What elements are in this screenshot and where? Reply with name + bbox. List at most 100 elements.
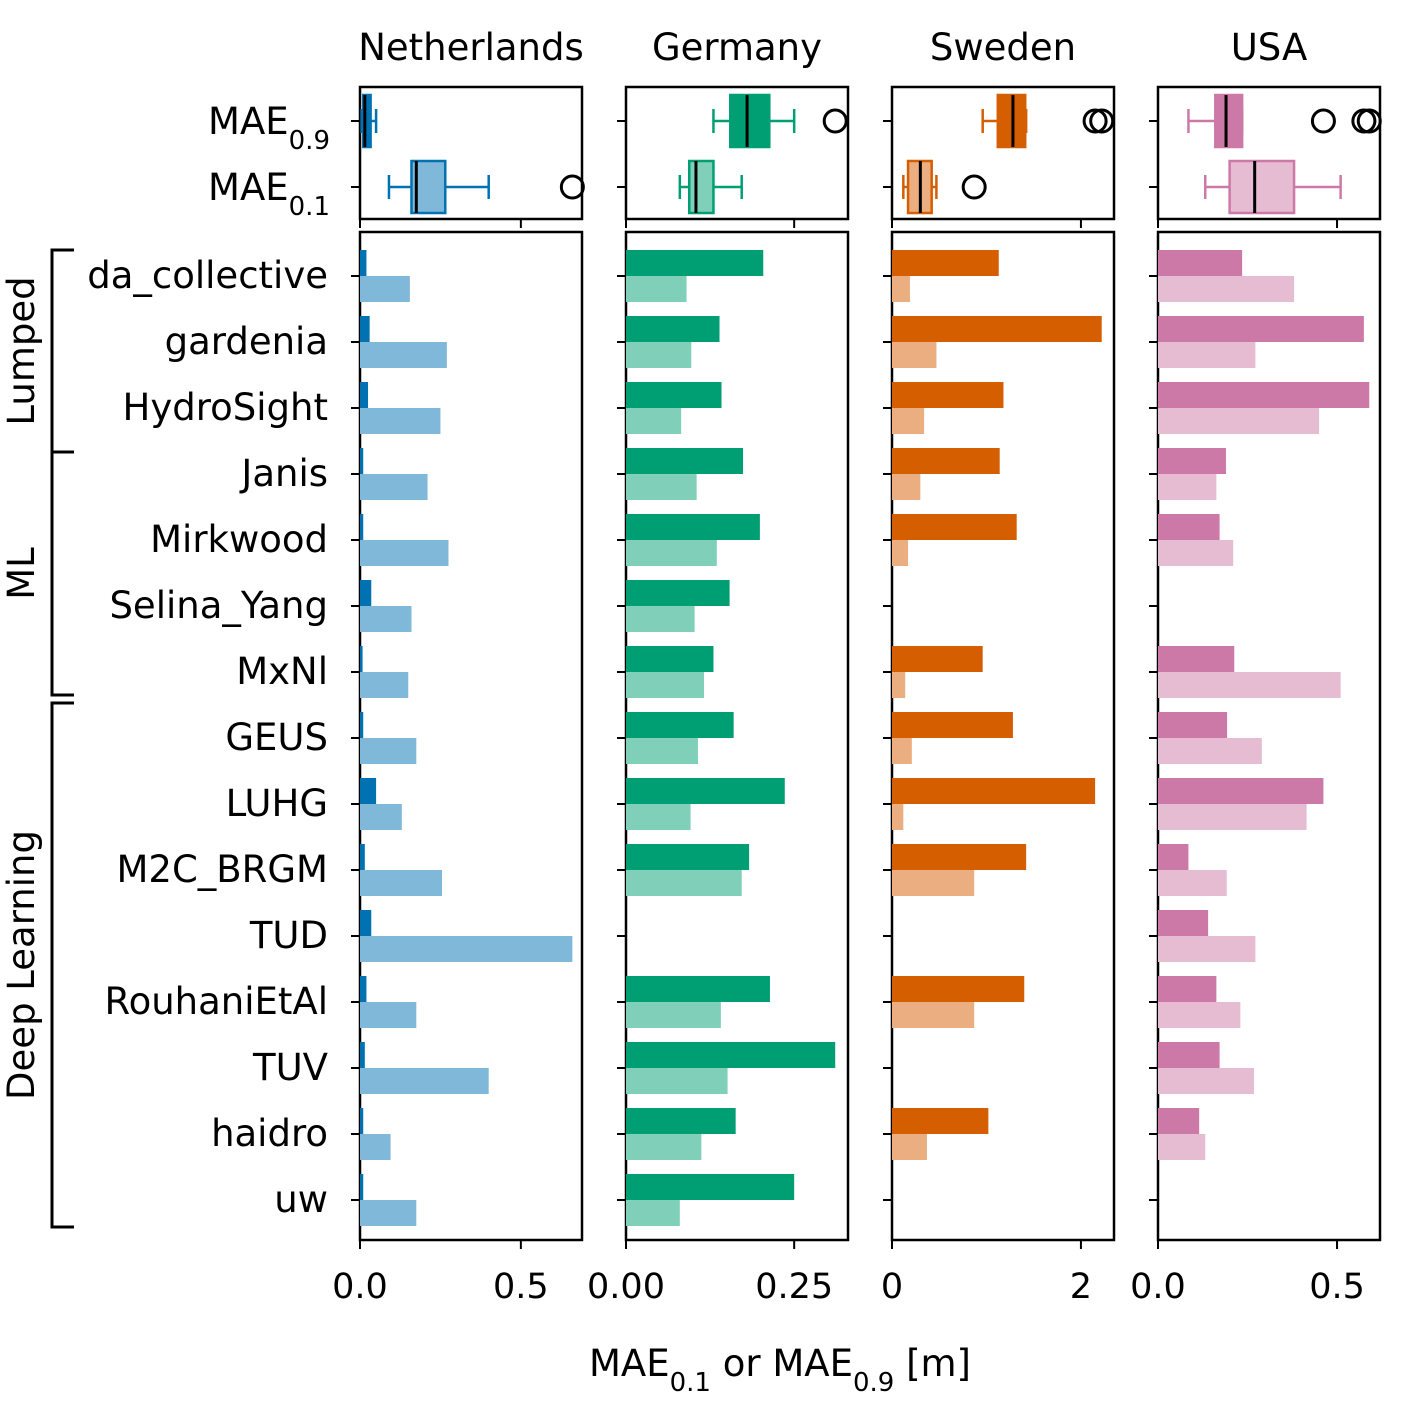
bar-mae01-geus [626,738,698,764]
bar-mae09-hydrosight [626,382,722,408]
bar-area: 0.0 0.5 [1130,230,1382,1307]
bar-mae01-mxnl [1158,672,1341,698]
x-tick-label: 0.0 [1130,1267,1186,1307]
bar-mae09-geus [626,712,734,738]
bar-mae09-janis [360,448,364,474]
bar-mae01-m2c-brgm [360,870,443,896]
bar-mae01-haidro [1158,1134,1206,1160]
box-mae09 [712,93,848,149]
panel-title: Netherlands [358,26,584,69]
bar-mae09-luhg [1158,778,1324,804]
bar-mae09-mxnl [626,646,714,672]
bar-mae09-rouhanietal [626,976,770,1002]
bar-mae01-tud [360,936,573,962]
bar-mae09-uw [626,1174,795,1200]
bar-mae09-haidro [360,1108,364,1134]
model-label-janis: Janis [239,452,328,495]
model-label-mirkwood: Mirkwood [150,518,328,561]
bar-mae01-mirkwood [1158,540,1234,566]
bar-mae09-tuv [1158,1042,1220,1068]
bracket-ml: ML [0,450,74,697]
group-brackets: Lumped ML Deep Learning [0,248,74,1229]
bar-mae09-gardenia [1158,316,1364,342]
bar-mae01-hydrosight [892,408,925,434]
model-label-tud: TUD [249,914,328,957]
bar-mae01-luhg [1158,804,1307,830]
box [687,159,715,215]
bar-mae09-m2c-brgm [626,844,750,870]
group-label: Lumped [0,276,43,425]
box-mae09 [360,93,378,149]
bar-mae01-geus [360,738,417,764]
group-label: Deep Learning [0,830,43,1100]
bar-mae09-geus [1158,712,1228,738]
bar-mae01-m2c-brgm [892,870,975,896]
bar-mae01-hydrosight [1158,408,1320,434]
bar-mae01-uw [360,1200,417,1226]
bar-mae09-rouhanietal [892,976,1025,1002]
bar-mae01-tuv [626,1068,728,1094]
bar-mae01-janis [1158,474,1217,500]
box [729,93,771,149]
bar-mae01-mxnl [626,672,705,698]
bar-mae09-hydrosight [360,382,369,408]
box-label: MAE0.9 [208,100,330,156]
bar-mae09-da-collective [1158,250,1243,276]
bar-mae09-haidro [626,1108,736,1134]
box-mae01 [1204,159,1342,215]
bar-mae09-mirkwood [1158,514,1220,540]
bar-mae01-gardenia [626,342,692,368]
bar-mae01-da-collective [360,276,410,302]
bar-mae09-da-collective [360,250,367,276]
box-mae09 [981,93,1115,149]
outlier-marker [559,174,585,200]
bar-area: 0.0 0.5 [332,230,584,1307]
bar-mae09-hydrosight [892,382,1004,408]
bar-mae01-mirkwood [892,540,909,566]
box [1228,159,1296,215]
bar-mae09-rouhanietal [1158,976,1217,1002]
panel-netherlands: Netherlands 0.0 0.5 [332,26,585,1307]
bar-mae01-tuv [1158,1068,1254,1094]
bar-mae09-tud [1158,910,1209,936]
panel-usa: USA 0.0 0.5 [1130,26,1382,1307]
model-label-uw: uw [274,1178,328,1221]
bar-mae01-luhg [360,804,402,830]
bracket-line [50,701,74,1229]
boxplot-area [1149,85,1382,228]
boxplot-area [883,85,1116,228]
bar-mae01-uw [626,1200,680,1226]
bar-mae01-luhg [892,804,904,830]
bar-mae01-m2c-brgm [626,870,742,896]
bar-mae09-tuv [626,1042,836,1068]
bar-mae01-mxnl [892,672,906,698]
bar-mae01-hydrosight [360,408,441,434]
bar-mae09-haidro [1158,1108,1200,1134]
box-mae09 [1187,93,1382,149]
boxplot-area [617,85,850,228]
box-label-sub: 0.1 [289,192,330,222]
bar-mae01-geus [1158,738,1262,764]
box [1214,93,1244,149]
bar-mae01-haidro [626,1134,702,1160]
model-label-haidro: haidro [211,1112,328,1155]
model-label-m2c-brgm: M2C_BRGM [117,848,329,891]
outlier-marker [1356,108,1382,134]
bar-mae09-mirkwood [360,514,364,540]
bar-area: 0.00 0.25 [587,230,850,1307]
bar-mae01-haidro [892,1134,927,1160]
outlier-marker [961,174,987,200]
x-axis-label: MAE0.1 or MAE0.9 [m] [589,1342,971,1398]
bracket-deep-learning: Deep Learning [0,701,74,1229]
boxplot-frame [624,85,850,221]
outlier-marker [1310,108,1336,134]
bar-mae01-mirkwood [626,540,717,566]
box-mae01 [902,159,987,215]
panel-germany: Germany 0.00 0.25 [587,26,850,1307]
bar-mae09-selina-yang [626,580,730,606]
